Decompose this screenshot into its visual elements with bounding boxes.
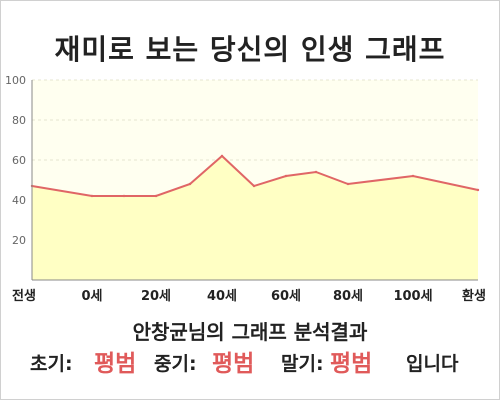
y-tick-label: 80 [12, 114, 26, 127]
y-tick-label: 60 [12, 154, 26, 167]
y-tick-label: 20 [12, 234, 26, 247]
x-tick-label: 전생 [12, 288, 36, 304]
page-title: 재미로 보는 당신의 인생 그래프 [54, 33, 446, 66]
result-summary: 초기: 평범 중기: 평범 말기: 평범 입니다 [0, 346, 500, 382]
data-point-50세 [252, 184, 256, 188]
result-title: 안창균님의 그래프 분석결과 [132, 320, 368, 344]
early-value: 평범 [94, 351, 137, 377]
y-tick-label: 100 [5, 74, 26, 87]
data-point-10세 [122, 194, 126, 198]
data-point-60세 [284, 174, 288, 178]
data-point-100세 [411, 174, 415, 178]
late-label: 말기: [281, 353, 324, 375]
x-tick-label: 0세 [81, 289, 102, 304]
result-suffix: 입니다 [406, 353, 459, 375]
data-point-70세 [314, 170, 318, 174]
y-tick-label: 40 [12, 194, 26, 207]
data-point-40세 [220, 154, 224, 158]
data-point-환생 [476, 188, 480, 192]
x-tick-label: 80세 [333, 289, 363, 304]
early-label: 초기: [30, 353, 73, 375]
middle-label: 중기: [154, 353, 197, 375]
data-point-20세 [154, 194, 158, 198]
data-point-0세 [90, 194, 94, 198]
data-point-80세 [346, 182, 350, 186]
data-point-30세 [188, 182, 192, 186]
life-line [31, 154, 479, 197]
x-tick-label: 40세 [207, 289, 237, 304]
late-value: 평범 [330, 351, 373, 377]
x-tick-label: 60세 [271, 289, 301, 304]
x-tick-label: 환생 [462, 288, 486, 304]
x-tick-label: 20세 [141, 289, 171, 304]
plot-area: 20 40 60 80 100 전생 0세 20세 40세 60세 80세 100세 환생 [5, 74, 486, 304]
life-area-fill [32, 156, 478, 280]
middle-value: 평범 [212, 351, 255, 377]
x-tick-label: 100세 [393, 289, 432, 304]
